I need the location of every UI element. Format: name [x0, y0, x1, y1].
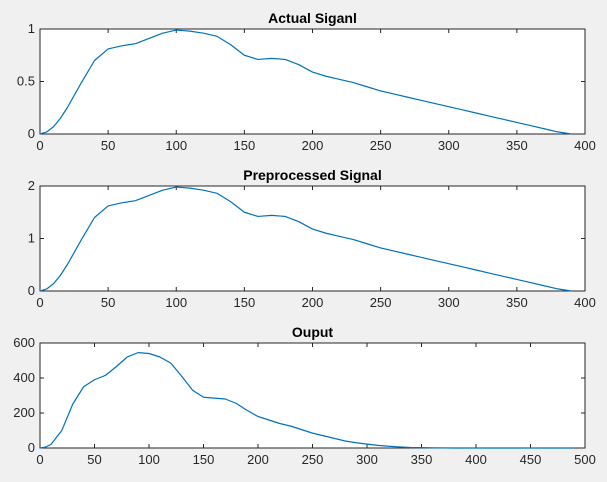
y-tick-labels: 0 1 2 [28, 178, 35, 298]
y-tick-labels: 00.51 [17, 21, 35, 141]
x-tick-label: 450 [520, 452, 542, 467]
signal-line [39, 352, 575, 449]
y-tick-label: 0.5 [17, 74, 35, 89]
plot-title: Ouput [292, 324, 334, 340]
x-tick-label: 200 [302, 295, 324, 310]
x-tick-label: 300 [438, 138, 460, 153]
x-tick-label: 350 [506, 295, 528, 310]
x-tick-labels: 0 50 100 150 200 250 300 350 400 450 500 [36, 452, 595, 467]
x-tick-label: 150 [234, 138, 256, 153]
y-tick-label: 0 [28, 440, 35, 455]
x-tick-label: 150 [234, 295, 256, 310]
x-tick-label: 200 [247, 452, 269, 467]
y-tick-label: 200 [13, 405, 35, 420]
x-tick-label: 400 [465, 452, 487, 467]
subplot-output: Ouput 0 50 100 150 200 250 300 350 400 450 500 0 20… [13, 324, 596, 467]
subplot-preprocessed-signal: Preprocessed Signal 0 50 100 150 200 250 300 35… [28, 167, 596, 310]
y-tick-label: 1 [28, 21, 35, 36]
x-tick-labels: 0 50 100 150 200 250 300 350 400 [36, 295, 595, 310]
x-tick-label: 0 [36, 295, 43, 310]
x-tick-label: 250 [302, 452, 324, 467]
x-tick-label: 50 [101, 295, 115, 310]
tick-marks [39, 342, 586, 449]
x-tick-label: 100 [165, 138, 187, 153]
plot-title: Actual Siganl [268, 10, 357, 26]
x-tick-label: 100 [138, 452, 160, 467]
x-tick-label: 250 [370, 138, 392, 153]
x-tick-label: 250 [370, 295, 392, 310]
x-tick-label: 350 [506, 138, 528, 153]
x-tick-label: 400 [574, 295, 596, 310]
signal-line [39, 186, 572, 292]
axes-box [39, 342, 586, 449]
x-tick-label: 200 [302, 138, 324, 153]
tick-marks [39, 28, 586, 135]
y-tick-labels: 0 200 400 600 [13, 335, 35, 455]
tick-marks [39, 185, 586, 292]
y-tick-label: 400 [13, 370, 35, 385]
signal-line [39, 29, 572, 135]
x-tick-label: 500 [574, 452, 596, 467]
x-tick-label: 300 [438, 295, 460, 310]
y-tick-label: 0 [28, 283, 35, 298]
axes-box [39, 28, 586, 135]
y-tick-label: 0 [28, 126, 35, 141]
subplot-actual-signal: Actual Siganl 0 50 100 150 200 250 300 350 400 0… [17, 10, 596, 153]
x-tick-label: 150 [193, 452, 215, 467]
axes-box [39, 185, 586, 292]
plot-title: Preprocessed Signal [243, 167, 382, 183]
y-tick-label: 600 [13, 335, 35, 350]
y-tick-label: 2 [28, 178, 35, 193]
x-tick-label: 50 [87, 452, 101, 467]
x-tick-label: 400 [574, 138, 596, 153]
x-tick-label: 0 [36, 138, 43, 153]
x-tick-label: 350 [411, 452, 433, 467]
x-tick-label: 50 [101, 138, 115, 153]
x-tick-label: 0 [36, 452, 43, 467]
x-tick-labels: 0 50 100 150 200 250 300 350 400 [36, 138, 595, 153]
x-tick-label: 300 [356, 452, 378, 467]
y-tick-label: 1 [28, 231, 35, 246]
x-tick-label: 100 [165, 295, 187, 310]
